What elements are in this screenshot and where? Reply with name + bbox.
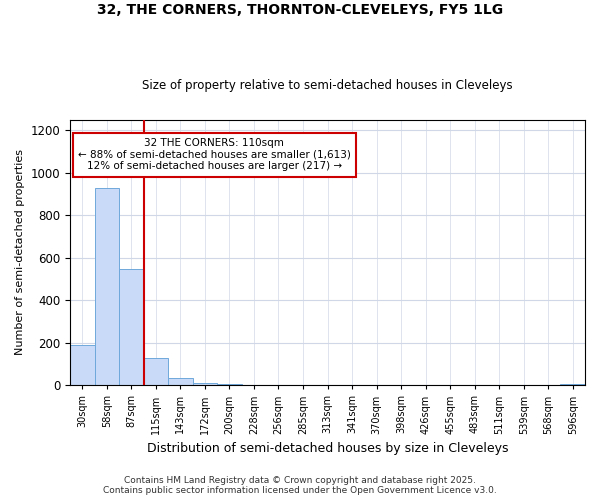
Bar [217, 384, 242, 386]
Bar [95, 188, 119, 386]
Text: 32 THE CORNERS: 110sqm
← 88% of semi-detached houses are smaller (1,613)
12% of : 32 THE CORNERS: 110sqm ← 88% of semi-det… [78, 138, 350, 172]
Bar [143, 358, 168, 386]
Text: Contains HM Land Registry data © Crown copyright and database right 2025.
Contai: Contains HM Land Registry data © Crown c… [103, 476, 497, 495]
Bar [119, 270, 143, 386]
X-axis label: Distribution of semi-detached houses by size in Cleveleys: Distribution of semi-detached houses by … [147, 442, 508, 455]
Bar [193, 383, 217, 386]
Bar [560, 384, 585, 386]
Bar [168, 378, 193, 386]
Text: 32, THE CORNERS, THORNTON-CLEVELEYS, FY5 1LG: 32, THE CORNERS, THORNTON-CLEVELEYS, FY5… [97, 2, 503, 16]
Title: Size of property relative to semi-detached houses in Cleveleys: Size of property relative to semi-detach… [142, 79, 513, 92]
Y-axis label: Number of semi-detached properties: Number of semi-detached properties [15, 150, 25, 356]
Bar [70, 345, 95, 386]
